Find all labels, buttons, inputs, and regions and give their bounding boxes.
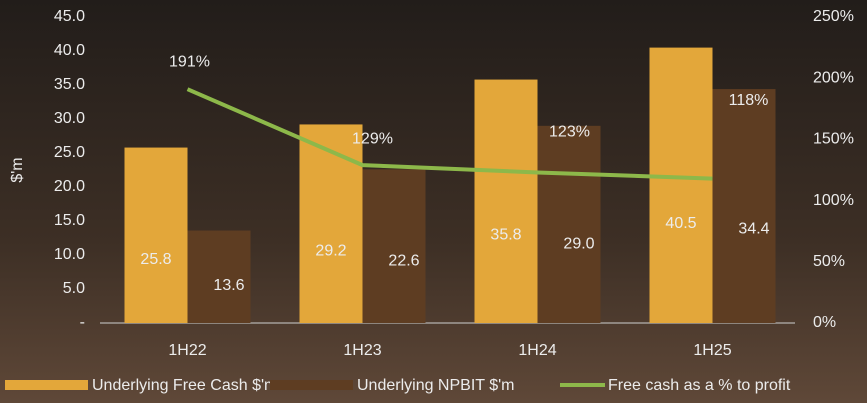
data-label: 34.4: [738, 221, 769, 238]
y2-tick-label: 250%: [813, 8, 854, 25]
bar: [124, 147, 188, 323]
bar: [537, 125, 601, 323]
data-label: 35.8: [490, 227, 521, 244]
y-tick-label: 15.0: [54, 212, 85, 229]
legend-label: Underlying Free Cash $'m: [92, 377, 277, 394]
y-axis-label: $'m: [9, 157, 26, 182]
bar: [712, 89, 776, 323]
data-label: 29.0: [563, 235, 594, 252]
y-tick-label: 45.0: [54, 8, 85, 25]
data-label: 123%: [549, 124, 590, 141]
y2-tick-label: 150%: [813, 131, 854, 148]
bar: [362, 169, 426, 323]
legend-swatch: [270, 380, 353, 390]
legend-swatch: [5, 380, 88, 390]
legend-label: Free cash as a % to profit: [608, 377, 791, 394]
y2-tick-label: 100%: [813, 192, 854, 209]
x-tick-label: 1H23: [343, 342, 381, 359]
data-label: 22.6: [388, 253, 419, 270]
y2-tick-label: 0%: [813, 314, 836, 331]
data-label: 129%: [352, 130, 393, 147]
y-tick-label: 10.0: [54, 246, 85, 263]
y2-tick-label: 200%: [813, 69, 854, 86]
bar: [474, 79, 538, 323]
y-tick-label: 35.0: [54, 76, 85, 93]
data-label: 25.8: [140, 251, 171, 268]
y-tick-label: 25.0: [54, 144, 85, 161]
x-tick-label: 1H24: [518, 342, 556, 359]
y-tick-label: 30.0: [54, 110, 85, 127]
x-tick-label: 1H25: [693, 342, 731, 359]
data-label: 29.2: [315, 243, 346, 260]
y-tick-label: -: [80, 314, 85, 331]
bar: [649, 47, 713, 323]
bar: [299, 124, 363, 323]
y2-tick-label: 50%: [813, 253, 845, 270]
y-tick-label: 5.0: [63, 280, 85, 297]
y-tick-label: 20.0: [54, 178, 85, 195]
line: [186, 87, 713, 181]
data-label: 191%: [169, 53, 210, 70]
legend-label: Underlying NPBIT $'m: [357, 377, 514, 394]
data-label: 118%: [729, 92, 769, 109]
x-tick-label: 1H22: [168, 342, 206, 359]
bar: [187, 230, 251, 323]
data-label: 13.6: [213, 277, 244, 294]
y-tick-label: 40.0: [54, 42, 85, 59]
data-label: 40.5: [665, 215, 696, 232]
